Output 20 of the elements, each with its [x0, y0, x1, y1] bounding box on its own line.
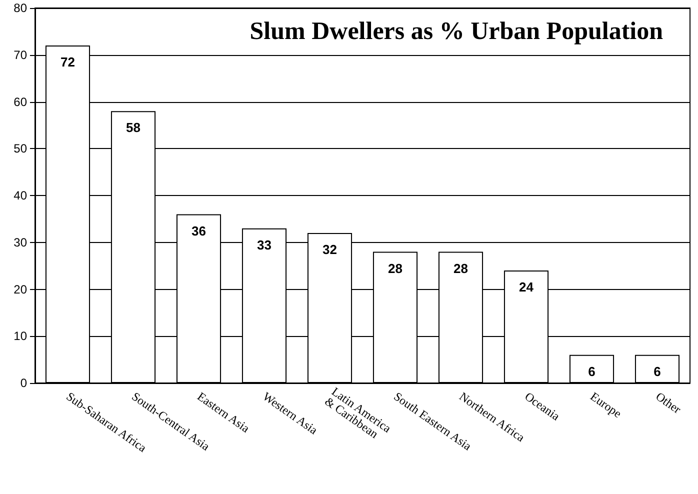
data-label: 72	[60, 54, 75, 70]
data-label: 24	[519, 280, 534, 294]
y-tick-label: 50	[14, 142, 28, 156]
data-label: 28	[454, 260, 468, 276]
data-label: 33	[257, 237, 272, 252]
data-label: 28	[388, 260, 402, 276]
y-tick-label: 60	[14, 94, 28, 109]
y-tick-label: 80	[14, 1, 28, 15]
y-tick-label: 10	[14, 329, 28, 344]
y-tick-label: 0	[20, 376, 28, 390]
data-label: 58	[126, 120, 140, 136]
data-label: 32	[322, 242, 337, 257]
chart-title: Slum Dwellers as % Urban Population	[250, 18, 664, 45]
data-label: 6	[654, 364, 661, 379]
y-tick-label: 40	[14, 188, 28, 202]
y-tick-label: 70	[14, 48, 28, 62]
y-tick-label: 20	[14, 282, 28, 296]
data-label: 36	[192, 223, 206, 238]
data-label: 6	[588, 364, 596, 379]
y-tick-label: 30	[14, 235, 28, 250]
